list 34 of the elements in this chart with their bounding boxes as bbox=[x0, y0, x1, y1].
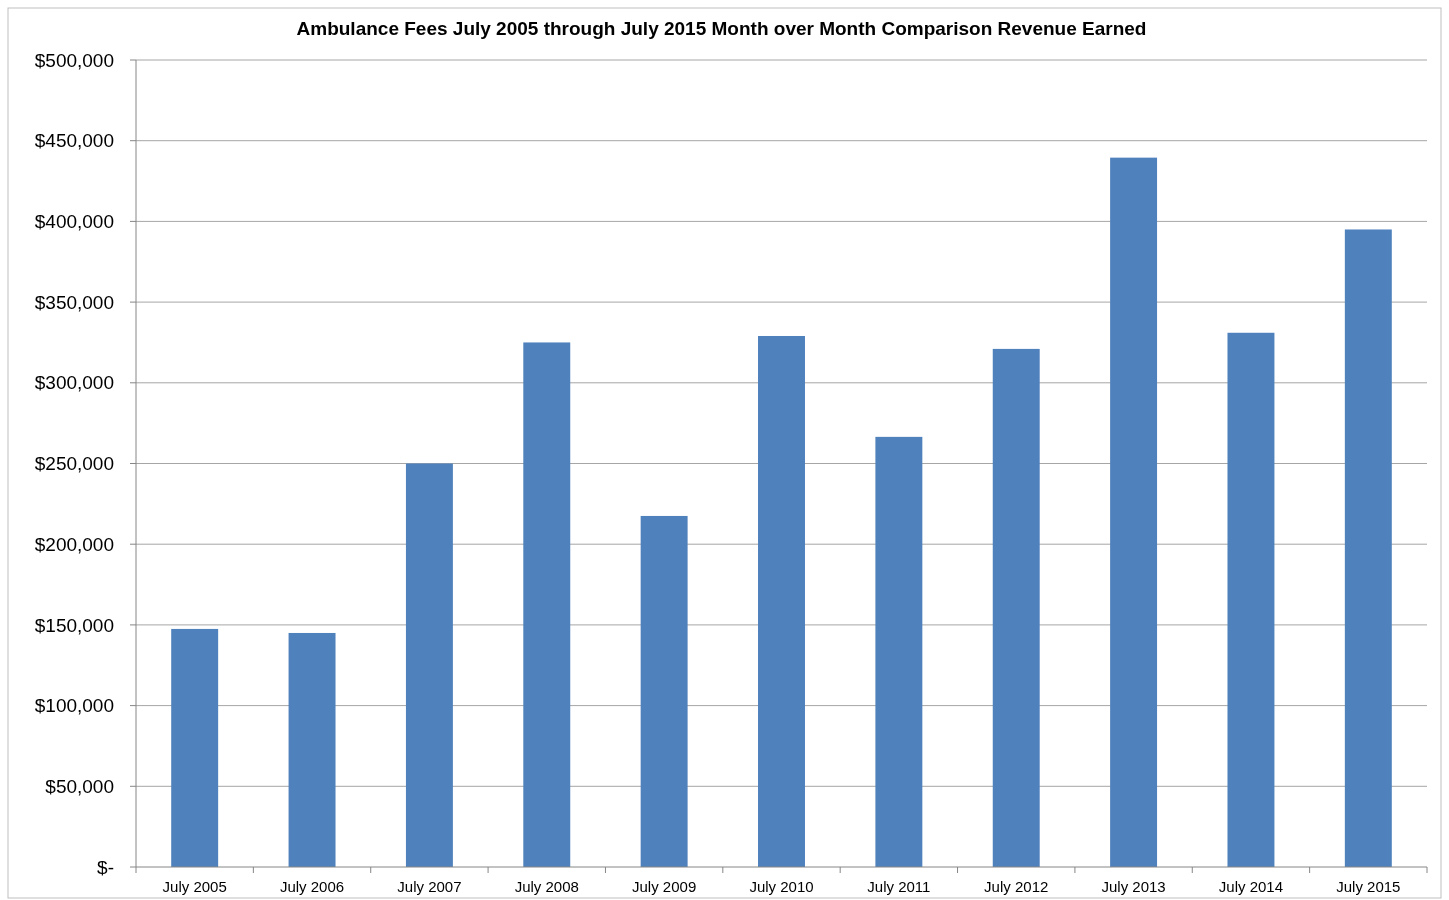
bar bbox=[992, 348, 1040, 867]
x-tick-label: July 2009 bbox=[632, 878, 697, 895]
x-tick-label: July 2012 bbox=[984, 878, 1049, 895]
x-tick-label: July 2007 bbox=[397, 878, 462, 895]
y-tick-label: $150,000 bbox=[34, 614, 114, 636]
bar bbox=[1344, 229, 1392, 867]
bar bbox=[1227, 332, 1275, 867]
y-tick-label: $350,000 bbox=[34, 291, 114, 313]
bar bbox=[405, 463, 453, 867]
x-tick-label: July 2015 bbox=[1336, 878, 1401, 895]
x-tick-label: July 2005 bbox=[162, 878, 227, 895]
x-tick-label: July 2006 bbox=[279, 878, 345, 895]
y-tick-label: $400,000 bbox=[34, 211, 114, 233]
bar bbox=[640, 515, 688, 867]
x-tick-label: July 2013 bbox=[1101, 878, 1166, 895]
y-tick-label: $450,000 bbox=[34, 130, 114, 152]
bar bbox=[758, 335, 805, 867]
y-tick-label: $50,000 bbox=[45, 775, 114, 797]
bar bbox=[523, 342, 571, 867]
x-tick-label: July 2008 bbox=[514, 878, 579, 895]
x-tick-label: July 2014 bbox=[1218, 878, 1284, 895]
bar bbox=[1110, 157, 1158, 867]
x-tick-label: July 2011 bbox=[867, 878, 931, 895]
y-tick-label: $300,000 bbox=[34, 372, 114, 394]
x-tick-label: July 2010 bbox=[749, 878, 814, 895]
y-tick-label: $100,000 bbox=[34, 695, 114, 717]
bar bbox=[171, 628, 219, 867]
y-tick-label: $250,000 bbox=[34, 453, 114, 475]
y-tick-label: $500,000 bbox=[34, 49, 114, 71]
y-tick-label: $- bbox=[97, 856, 114, 878]
y-tick-label: $200,000 bbox=[34, 533, 114, 555]
bar bbox=[288, 632, 336, 867]
chart-title: Ambulance Fees July 2005 through July 2015 Month over Month Comparison Revenue Earned bbox=[296, 18, 1147, 39]
bar bbox=[875, 436, 923, 867]
